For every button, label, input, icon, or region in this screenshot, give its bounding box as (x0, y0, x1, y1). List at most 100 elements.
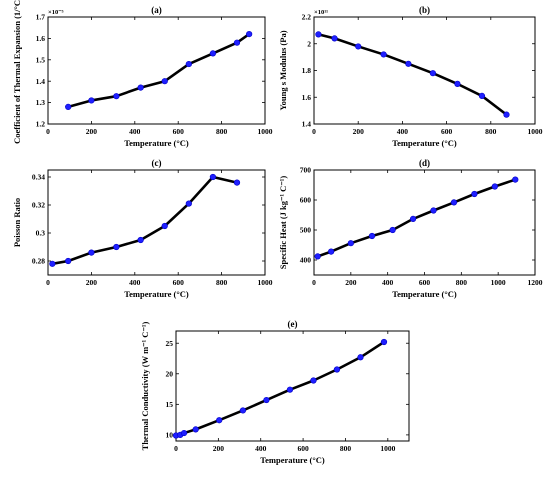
y-tick-label: 15 (166, 400, 174, 409)
x-tick-label: 400 (255, 444, 267, 453)
y-tick-label: 1.4 (302, 120, 312, 129)
data-point (331, 35, 338, 42)
x-tick-label: 800 (216, 278, 228, 287)
data-point (137, 236, 144, 244)
x-tick-label: 800 (485, 127, 497, 136)
chart-d: (d) 0 200 400 600 800 1000 1200 400 500 600 700 Temp… (278, 158, 543, 299)
data-point (113, 93, 120, 100)
plot-frame (175, 330, 410, 442)
y-tick-label: 1.8 (302, 66, 312, 75)
y-tick-label: 1.6 (36, 34, 46, 43)
data-point (380, 338, 388, 346)
data-point (233, 179, 241, 186)
data-point (113, 243, 120, 251)
data-point (314, 253, 321, 260)
plot-frame (47, 169, 266, 276)
x-tick-label: 200 (213, 444, 225, 453)
data-point (454, 80, 461, 87)
data-point (49, 260, 56, 267)
x-tick-label: 600 (419, 278, 431, 287)
y-tick-label: 1.2 (36, 120, 46, 129)
x-tick-label: 200 (345, 278, 357, 287)
data-point (185, 200, 192, 207)
data-point (65, 257, 72, 265)
y-tick-label: 600 (300, 196, 312, 205)
x-tick-label: 200 (353, 127, 365, 136)
y-tick-label: 10 (166, 430, 174, 439)
y-axis-label: Specific Heat (J kg⁻¹ C⁻¹) (278, 176, 288, 270)
data-point (192, 426, 199, 433)
y-tick-label: 1.7 (36, 13, 46, 22)
y-tick-label: 1.5 (36, 55, 46, 64)
y-tick-label: 0.32 (32, 201, 45, 210)
data-point (65, 103, 72, 110)
series-line (52, 175, 238, 266)
y-axis-label: Young s Modulus (Pa) (278, 30, 288, 110)
y-tick-label: 700 (300, 166, 312, 175)
data-point (233, 39, 241, 46)
data-point (471, 190, 478, 198)
y-tick-label: 0.28 (32, 257, 45, 266)
x-tick-label: 400 (129, 278, 141, 287)
y-tick-label: 1.3 (36, 98, 46, 107)
x-tick-label: 0 (46, 278, 50, 287)
x-tick-label: 600 (297, 444, 309, 453)
plot-frame (47, 16, 266, 125)
y-tick-label: 1.4 (36, 77, 46, 86)
series-line (67, 33, 250, 109)
y-axis-label: Poisson Ratio (12, 198, 22, 247)
y-tick-label: 20 (166, 369, 174, 378)
plot-frame (313, 169, 536, 276)
data-point (380, 51, 387, 58)
data-point (368, 232, 376, 240)
data-point (209, 173, 217, 181)
y-tick-label: 2 (307, 39, 311, 48)
data-point (357, 354, 364, 361)
x-axis-label: Temperature (°C) (124, 289, 189, 299)
x-tick-label: 1000 (528, 127, 543, 136)
y-tick-label: 2.2 (302, 13, 312, 22)
y-tick-label: 0.3 (36, 229, 46, 238)
data-point (161, 222, 168, 230)
x-tick-label: 0 (312, 278, 316, 287)
x-tick-label: 1000 (258, 127, 273, 136)
y-tick-label: 400 (300, 256, 312, 265)
chart-title: (a) (151, 5, 162, 15)
y-tick-label: 25 (166, 339, 174, 348)
y-tick-label: 500 (300, 226, 312, 235)
y-axis-label: Thermal Conductivity (W m⁻¹ C⁻¹) (140, 322, 150, 451)
x-axis-label: Temperature (°C) (124, 138, 189, 148)
data-point (137, 84, 144, 91)
chart-title: (d) (419, 158, 430, 168)
chart-e: (e) 0 200 400 600 800 1000 10 15 20 25 Temperature … (140, 319, 410, 465)
x-tick-label: 1000 (491, 278, 506, 287)
data-point (286, 386, 294, 393)
y-axis-label: Coefficient of Thermal Expansion (1/°C) (12, 0, 22, 144)
series-line (318, 33, 508, 116)
x-tick-label: 1200 (528, 278, 543, 287)
data-point (88, 249, 95, 256)
data-point (185, 60, 192, 68)
data-point (328, 248, 335, 255)
data-point (180, 429, 188, 437)
x-tick-label: 600 (441, 127, 453, 136)
chart-title: (e) (288, 319, 298, 329)
x-tick-label: 600 (173, 127, 185, 136)
x-axis-label: Temperature (°C) (392, 138, 457, 148)
data-point (216, 417, 223, 424)
x-tick-label: 1000 (258, 278, 273, 287)
data-point (478, 92, 486, 100)
x-tick-label: 0 (312, 127, 316, 136)
data-point (405, 60, 412, 67)
data-point (263, 396, 270, 404)
data-point (333, 366, 341, 373)
chart-a: (a) 0 200 400 600 800 1000 1.2 1.3 1.4 1.5 1.6 1.7×1… (12, 0, 273, 148)
series-line (317, 178, 516, 258)
series-line (175, 340, 385, 437)
x-tick-label: 200 (86, 127, 98, 136)
data-point (355, 43, 362, 50)
data-point (209, 50, 217, 57)
x-axis-label: Temperature (°C) (260, 455, 325, 465)
axis-multiplier: ×10¹¹ (314, 9, 328, 16)
